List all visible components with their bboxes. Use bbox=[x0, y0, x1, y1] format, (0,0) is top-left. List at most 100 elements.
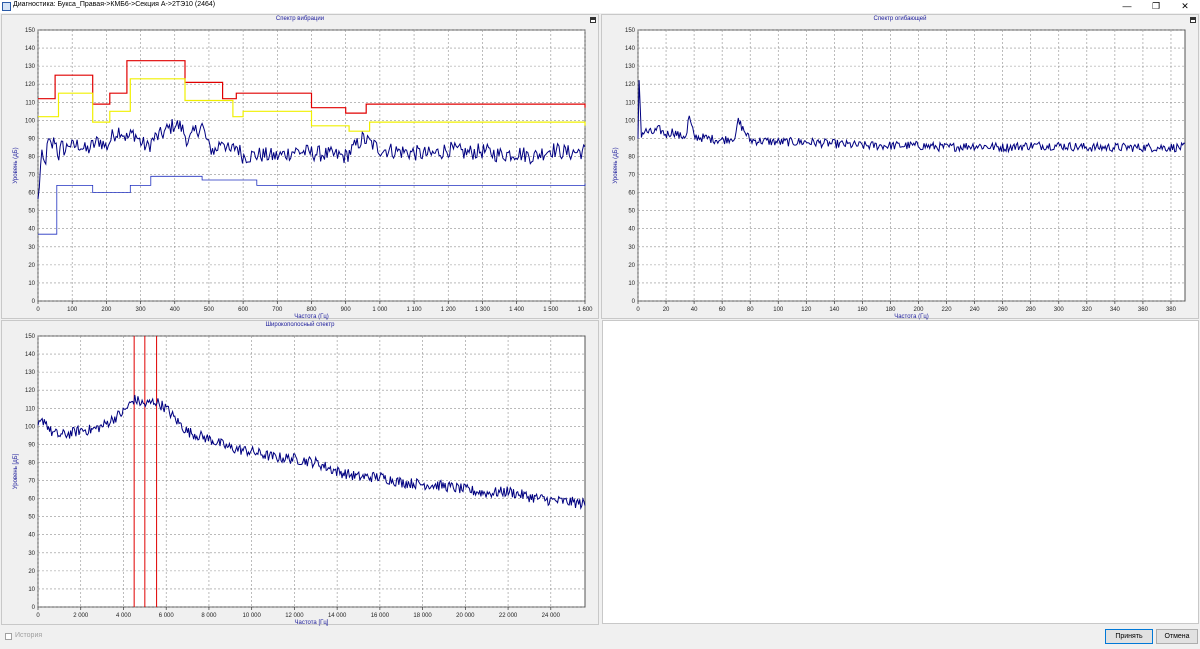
y-tick-label: 0 bbox=[32, 605, 36, 611]
y-tick-label: 120 bbox=[25, 82, 36, 88]
y-tick-label: 90 bbox=[28, 136, 35, 142]
y-tick-label: 50 bbox=[28, 209, 35, 215]
y-tick-label: 20 bbox=[628, 263, 635, 269]
vibration-maximize-button[interactable] bbox=[590, 17, 596, 23]
empty-panel bbox=[602, 320, 1199, 624]
x-tick-label: 12 000 bbox=[285, 613, 304, 619]
y-tick-label: 30 bbox=[28, 551, 35, 557]
window-title: Диагностика: Букса_Правая->КМБ6->Секция … bbox=[13, 1, 216, 8]
x-tick-label: 24 000 bbox=[542, 613, 561, 619]
x-tick-label: 80 bbox=[747, 307, 754, 313]
y-axis-label: Уровень [дБ] bbox=[13, 453, 19, 489]
y-tick-label: 30 bbox=[628, 245, 635, 251]
y-tick-label: 60 bbox=[28, 191, 35, 197]
y-tick-label: 130 bbox=[25, 64, 36, 70]
y-tick-label: 0 bbox=[32, 299, 36, 305]
y-tick-label: 120 bbox=[25, 388, 36, 394]
history-checkbox[interactable] bbox=[5, 633, 12, 640]
y-tick-label: 110 bbox=[25, 406, 35, 412]
x-tick-label: 280 bbox=[1026, 307, 1037, 313]
maximize-button[interactable]: ❐ bbox=[1151, 1, 1161, 11]
y-tick-label: 60 bbox=[28, 497, 35, 503]
x-tick-label: 360 bbox=[1138, 307, 1149, 313]
vibration-panel: Спектр вибрации 0 10 20 30 40 50 60 70 80 90 100 11… bbox=[1, 14, 599, 320]
y-tick-label: 110 bbox=[625, 100, 635, 106]
minimize-button[interactable]: — bbox=[1122, 1, 1132, 11]
y-tick-label: 50 bbox=[28, 515, 35, 521]
envelope-maximize-button[interactable] bbox=[1190, 17, 1196, 23]
x-tick-label: 600 bbox=[238, 307, 249, 313]
series-line-envelope bbox=[637, 80, 1186, 154]
y-tick-label: 140 bbox=[625, 46, 636, 52]
x-tick-label: 220 bbox=[942, 307, 953, 313]
y-tick-label: 150 bbox=[25, 334, 36, 340]
app-icon bbox=[2, 2, 11, 11]
accept-button[interactable]: Принять bbox=[1105, 629, 1153, 644]
x-tick-label: 1 000 bbox=[372, 307, 388, 313]
vibration-chart: 0 10 20 30 40 50 60 70 80 90 100 110 120 130 140 150 0 10… bbox=[13, 28, 593, 320]
x-tick-label: 60 bbox=[719, 307, 726, 313]
y-tick-label: 100 bbox=[625, 118, 636, 124]
x-tick-label: 100 bbox=[67, 307, 78, 313]
x-tick-label: 14 000 bbox=[328, 613, 347, 619]
limit-line-warn bbox=[38, 78, 586, 132]
series-line-spectrum bbox=[37, 118, 586, 200]
y-tick-label: 40 bbox=[28, 227, 35, 233]
x-axis-label: Частота [Гц] bbox=[295, 620, 329, 626]
x-tick-label: 240 bbox=[970, 307, 981, 313]
y-tick-label: 100 bbox=[25, 118, 36, 124]
y-tick-label: 70 bbox=[28, 173, 35, 179]
x-tick-label: 10 000 bbox=[242, 613, 261, 619]
y-tick-label: 20 bbox=[28, 569, 35, 575]
x-tick-label: 500 bbox=[204, 307, 215, 313]
x-axis-label: Частота (Гц) bbox=[294, 314, 329, 320]
y-tick-label: 150 bbox=[25, 28, 36, 34]
x-tick-label: 900 bbox=[341, 307, 352, 313]
y-tick-label: 100 bbox=[25, 424, 36, 430]
x-tick-label: 0 bbox=[36, 613, 40, 619]
x-tick-label: 20 bbox=[663, 307, 670, 313]
x-tick-label: 340 bbox=[1110, 307, 1121, 313]
y-tick-label: 70 bbox=[628, 173, 635, 179]
x-tick-label: 8 000 bbox=[201, 613, 217, 619]
x-tick-label: 2 000 bbox=[73, 613, 89, 619]
x-tick-label: 0 bbox=[636, 307, 640, 313]
title-bar: Диагностика: Букса_Правая->КМБ6->Секция … bbox=[0, 0, 1200, 13]
x-tick-label: 300 bbox=[136, 307, 147, 313]
limit-line-lower bbox=[38, 175, 586, 235]
charts-area: Спектр вибрации 0 10 20 30 40 50 60 70 80 90 100 11… bbox=[0, 13, 1200, 626]
y-tick-label: 10 bbox=[28, 587, 35, 593]
x-tick-label: 800 bbox=[306, 307, 317, 313]
close-button[interactable]: ✕ bbox=[1181, 1, 1189, 11]
x-tick-label: 380 bbox=[1166, 307, 1177, 313]
x-tick-label: 180 bbox=[885, 307, 896, 313]
y-tick-label: 150 bbox=[625, 28, 636, 34]
y-tick-label: 40 bbox=[628, 227, 635, 233]
y-tick-label: 90 bbox=[628, 136, 635, 142]
y-axis-label: Уровень (дБ) bbox=[613, 147, 619, 183]
x-tick-label: 1 100 bbox=[407, 307, 423, 313]
x-tick-label: 40 bbox=[691, 307, 698, 313]
y-tick-label: 80 bbox=[28, 460, 35, 466]
history-label: История bbox=[15, 632, 43, 639]
y-axis-label: Уровень (дБ) bbox=[13, 147, 19, 183]
x-tick-label: 6 000 bbox=[159, 613, 175, 619]
y-tick-label: 50 bbox=[628, 209, 635, 215]
x-tick-label: 1 300 bbox=[475, 307, 491, 313]
x-tick-label: 300 bbox=[1054, 307, 1065, 313]
y-tick-label: 20 bbox=[28, 263, 35, 269]
x-tick-label: 100 bbox=[773, 307, 784, 313]
y-tick-label: 80 bbox=[28, 154, 35, 160]
y-tick-label: 130 bbox=[25, 370, 36, 376]
y-tick-label: 140 bbox=[25, 352, 36, 358]
x-tick-label: 18 000 bbox=[413, 613, 432, 619]
x-tick-label: 1 600 bbox=[577, 307, 593, 313]
y-tick-label: 130 bbox=[625, 64, 636, 70]
cancel-button[interactable]: Отмена bbox=[1156, 629, 1198, 644]
broadband-panel: Широкополосный спектр 0 10 20 30 40 50 60 70 80 9… bbox=[1, 320, 599, 626]
envelope-chart: 0 10 20 30 40 50 60 70 80 90 100 110 120 130 140 150 0 20… bbox=[613, 28, 1186, 320]
x-tick-label: 200 bbox=[914, 307, 925, 313]
x-tick-label: 20 000 bbox=[456, 613, 475, 619]
plot-area bbox=[637, 29, 1186, 302]
